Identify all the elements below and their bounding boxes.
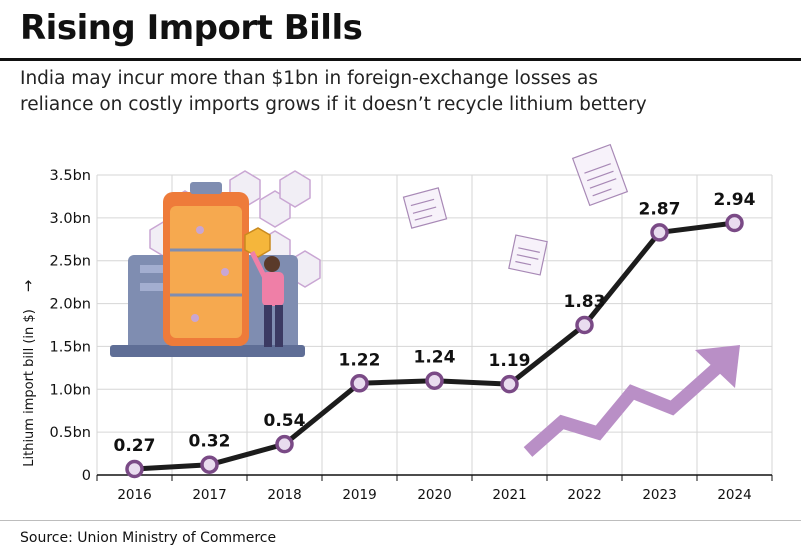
y-tick-label: 1.0bn xyxy=(50,382,91,398)
x-tick-label: 2023 xyxy=(642,487,676,503)
subtitle-line-2: reliance on costly imports grows if it d… xyxy=(20,94,647,115)
data-point xyxy=(725,213,744,233)
data-point xyxy=(125,459,144,479)
chart-subtitle: India may incur more than $1bn in foreig… xyxy=(20,66,795,118)
person-illustration xyxy=(244,227,284,347)
x-tick-label: 2020 xyxy=(417,487,451,503)
bills-illustration xyxy=(402,143,629,276)
chart-canvas: 0 0.5bn 1.0bn 1.5bn 2.0bn 2.5bn 3.0bn 3.5bn 201… xyxy=(19,143,773,503)
data-label: 1.83 xyxy=(564,292,606,312)
data-label: 1.19 xyxy=(489,351,531,371)
data-label: 2.87 xyxy=(639,199,681,219)
data-point xyxy=(575,315,594,335)
data-label: 2.94 xyxy=(714,190,756,210)
data-label: 0.32 xyxy=(189,432,231,452)
subtitle-line-1: India may incur more than $1bn in foreig… xyxy=(20,68,599,89)
data-point xyxy=(500,374,519,394)
data-point xyxy=(425,371,444,390)
x-tick-label: 2022 xyxy=(567,487,601,503)
y-tick-label: 0 xyxy=(82,468,91,484)
data-label: 1.22 xyxy=(339,350,381,370)
battery-illustration xyxy=(110,182,305,357)
x-tick-label: 2018 xyxy=(267,487,301,503)
data-label: 0.54 xyxy=(264,411,306,431)
y-axis: 0 0.5bn 1.0bn 1.5bn 2.0bn 2.5bn 3.0bn 3.5bn xyxy=(50,168,91,484)
y-axis-title: Lithium import bill (in $) → xyxy=(19,280,37,467)
title-divider xyxy=(0,58,801,61)
source-note: Source: Union Ministry of Commerce xyxy=(20,530,277,546)
trend-arrow-illustration xyxy=(523,353,733,457)
y-axis-arrow-icon: → xyxy=(19,280,37,293)
data-label: 0.27 xyxy=(114,436,156,456)
x-tick-label: 2017 xyxy=(192,487,226,503)
x-axis: 2016 2017 2018 2019 2020 2021 2022 2023 2024 xyxy=(96,474,773,503)
data-point xyxy=(350,374,369,393)
y-tick-label: 2.5bn xyxy=(50,254,91,270)
x-tick-label: 2021 xyxy=(492,487,526,503)
x-tick-label: 2016 xyxy=(117,487,151,503)
data-point xyxy=(200,455,219,474)
y-axis-label: Lithium import bill (in $) xyxy=(22,309,37,467)
series-layer: 0.27 0.32 0.54 1.22 1.24 1.19 1.83 2.87 2.94 xyxy=(114,190,756,479)
y-tick-label: 3.0bn xyxy=(50,211,91,227)
y-tick-label: 2.0bn xyxy=(50,297,91,313)
y-tick-label: 3.5bn xyxy=(50,168,91,184)
y-tick-label: 0.5bn xyxy=(50,425,91,441)
data-label: 1.24 xyxy=(414,348,456,368)
trend-arrow-head xyxy=(695,345,740,388)
x-tick-label: 2024 xyxy=(717,487,751,503)
x-tick-label: 2019 xyxy=(342,487,376,503)
data-point xyxy=(650,223,669,242)
y-tick-label: 1.5bn xyxy=(50,339,91,355)
data-point xyxy=(275,434,294,454)
chart-title: Rising Import Bills xyxy=(20,8,363,48)
source-divider xyxy=(0,520,801,521)
